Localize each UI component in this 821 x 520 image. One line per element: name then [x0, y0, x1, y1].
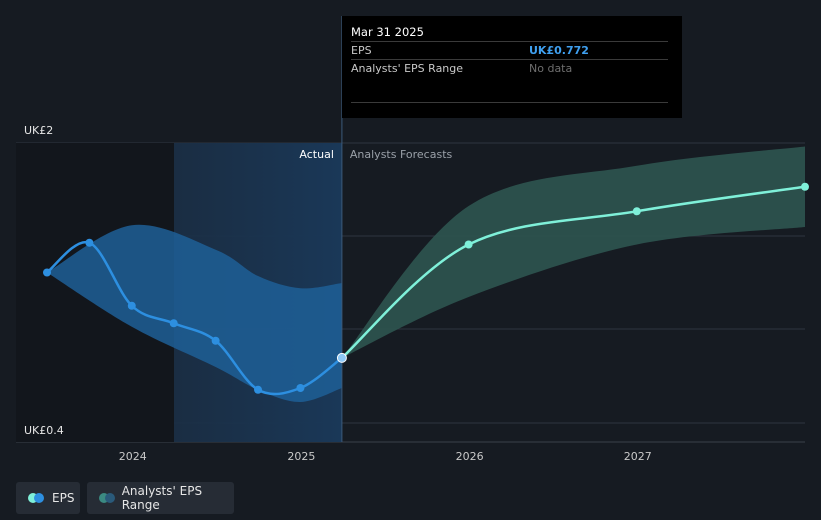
y-tick-label-bottom: UK£0.4	[24, 424, 64, 437]
series-0-point-1	[85, 238, 94, 247]
series-0-point-0	[43, 268, 51, 277]
series-0-point-5	[254, 385, 263, 394]
series-line-1	[341, 185, 806, 359]
series-0-point-7	[336, 352, 347, 363]
actual-label: Actual	[299, 148, 333, 161]
tooltip-range-row: Analysts' EPS Range No data	[351, 59, 668, 103]
series-0-point-4	[211, 336, 220, 345]
range-band-1	[341, 146, 805, 358]
y-tick-label-top: UK£2	[24, 124, 53, 137]
range-band-0	[47, 224, 342, 403]
series-lines	[46, 16, 806, 442]
series-1-point-1	[464, 240, 473, 249]
hover-tooltip: Mar 31 2025 EPS UK£0.772 Analysts' EPS R…	[342, 16, 682, 118]
x-tick-label-2027: 2027	[624, 450, 652, 463]
series-1-point-3	[801, 182, 809, 191]
range-bands	[47, 146, 805, 403]
series-line-0	[46, 240, 343, 396]
tooltip-eps-row: EPS UK£0.772	[351, 41, 668, 59]
legend-eps-label: EPS	[52, 491, 75, 505]
series-0-point-2	[127, 301, 136, 310]
x-tick-label-2024: 2024	[119, 450, 147, 463]
tooltip-range-label: Analysts' EPS Range	[351, 62, 464, 75]
tooltip-eps-value: UK£0.772	[529, 44, 589, 57]
range-legend-icon	[99, 493, 115, 503]
legend-range-button[interactable]: Analysts' EPS Range	[87, 482, 234, 514]
forecast-label: Analysts Forecasts	[350, 148, 453, 161]
tooltip-date: Mar 31 2025	[351, 25, 424, 39]
tooltip-range-value: No data	[529, 62, 573, 75]
eps-legend-icon	[28, 493, 44, 503]
series-0-point-3	[169, 319, 178, 328]
x-tick-label-2026: 2026	[456, 450, 484, 463]
chart-labels: Actual Analysts Forecasts UK£2 UK£0.4 2024 20…	[24, 124, 652, 463]
legend-range-label: Analysts' EPS Range	[121, 484, 203, 512]
tooltip-eps-label: EPS	[351, 44, 372, 57]
series-points	[43, 182, 809, 394]
x-tick-label-2025: 2025	[287, 450, 315, 463]
legend-eps-button[interactable]: EPS	[16, 482, 80, 514]
series-0-point-6	[296, 384, 305, 392]
series-1-point-2	[632, 207, 641, 216]
